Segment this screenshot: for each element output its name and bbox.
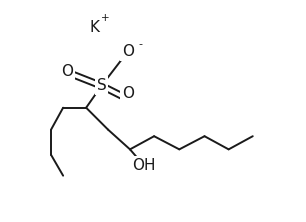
Text: O: O <box>62 64 73 79</box>
Text: O: O <box>122 86 134 101</box>
Text: K: K <box>90 20 100 35</box>
Text: S: S <box>97 78 106 93</box>
Text: OH: OH <box>132 158 156 173</box>
Text: +: + <box>101 13 110 23</box>
Text: O: O <box>122 44 134 59</box>
Text: -: - <box>139 39 143 49</box>
